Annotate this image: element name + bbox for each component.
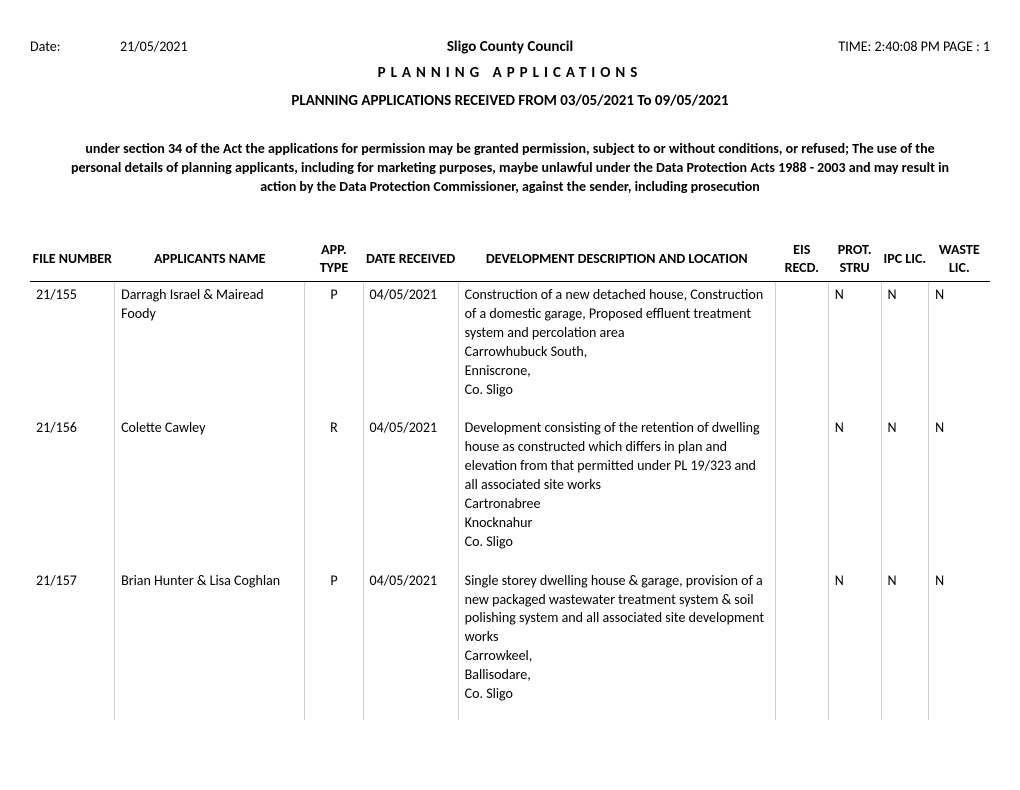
table-header-row: FILE NUMBER APPLICANTS NAME APP. TYPE DA… [30, 237, 990, 282]
cell-applicant: Brian Hunter & Lisa Coghlan [115, 568, 305, 720]
cell-app-type: R [305, 415, 363, 567]
col-eis-recd: EIS RECD. [775, 237, 828, 282]
cell-prot: N [828, 415, 881, 567]
cell-description: Development consisting of the retention … [458, 415, 775, 567]
cell-date-received: 04/05/2021 [363, 282, 458, 416]
time-page: TIME: 2:40:08 PM PAGE : 1 [710, 38, 990, 55]
col-waste-lic: WASTE LIC. [929, 237, 990, 282]
page-title: PLANNING APPLICATIONS [30, 64, 990, 82]
date-value: 21/05/2021 [120, 38, 188, 55]
applications-table: FILE NUMBER APPLICANTS NAME APP. TYPE DA… [30, 237, 990, 720]
cell-description: Single storey dwelling house & garage, p… [458, 568, 775, 720]
cell-date-received: 04/05/2021 [363, 415, 458, 567]
cell-eis [775, 282, 828, 416]
col-date-received: DATE RECEIVED [363, 237, 458, 282]
date-label: Date: [30, 38, 120, 55]
cell-date-received: 04/05/2021 [363, 568, 458, 720]
cell-ipc: N [881, 415, 929, 567]
col-file-number: FILE NUMBER [30, 237, 115, 282]
cell-eis [775, 568, 828, 720]
cell-app-type: P [305, 568, 363, 720]
cell-waste: N [929, 282, 990, 416]
page-subtitle: PLANNING APPLICATIONS RECEIVED FROM 03/0… [30, 92, 990, 110]
col-applicants-name: APPLICANTS NAME [115, 237, 305, 282]
table-body: 21/155 Darragh Israel & Mairead Foody P … [30, 282, 990, 720]
legal-notice: under section 34 of the Act the applicat… [30, 140, 990, 197]
cell-ipc: N [881, 282, 929, 416]
col-app-type: APP. TYPE [305, 237, 363, 282]
cell-applicant: Colette Cawley [115, 415, 305, 567]
cell-app-type: P [305, 282, 363, 416]
council-name: Sligo County Council [310, 38, 710, 56]
cell-prot: N [828, 568, 881, 720]
cell-applicant: Darragh Israel & Mairead Foody [115, 282, 305, 416]
cell-file-number: 21/155 [30, 282, 115, 416]
table-row: 21/156 Colette Cawley R 04/05/2021 Devel… [30, 415, 990, 567]
cell-waste: N [929, 415, 990, 567]
cell-waste: N [929, 568, 990, 720]
table-row: 21/155 Darragh Israel & Mairead Foody P … [30, 282, 990, 416]
cell-file-number: 21/157 [30, 568, 115, 720]
date-group: Date: 21/05/2021 [30, 38, 310, 55]
header-row: Date: 21/05/2021 Sligo County Council TI… [30, 38, 990, 56]
cell-ipc: N [881, 568, 929, 720]
col-description: DEVELOPMENT DESCRIPTION AND LOCATION [458, 237, 775, 282]
cell-prot: N [828, 282, 881, 416]
table-row: 21/157 Brian Hunter & Lisa Coghlan P 04/… [30, 568, 990, 720]
cell-description: Construction of a new detached house, Co… [458, 282, 775, 416]
col-prot-stru: PROT. STRU [828, 237, 881, 282]
cell-file-number: 21/156 [30, 415, 115, 567]
col-ipc-lic: IPC LIC. [881, 237, 929, 282]
cell-eis [775, 415, 828, 567]
